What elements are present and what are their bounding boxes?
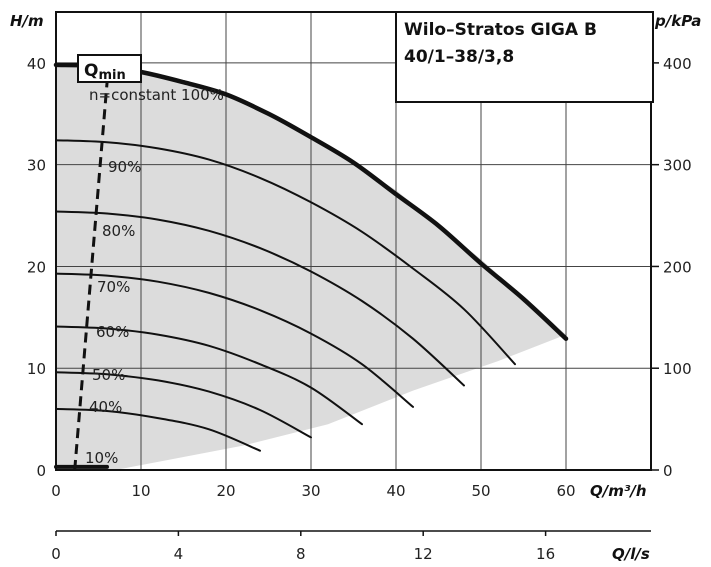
y2-tick-label: 400 <box>663 55 692 73</box>
curve-60 <box>55 325 363 426</box>
curve-label-70: 70% <box>97 278 130 296</box>
plot-border <box>55 11 652 471</box>
x-tick-label: 30 <box>301 482 320 500</box>
x-tick-label: 20 <box>216 482 235 500</box>
x2-tick-label: 0 <box>51 545 61 563</box>
curve-70 <box>55 272 414 408</box>
curve-labels: n=constant 100% 90% 80% 70% 60% 50% 40% 10% <box>85 86 224 467</box>
x-tick-label: 10 <box>131 482 150 500</box>
qmin-sub: min <box>98 68 125 83</box>
y2-tick-label: 100 <box>663 360 692 378</box>
y2-tick-label: 0 <box>663 462 673 480</box>
x-tick-label: 40 <box>386 482 405 500</box>
y-tick-label: 10 <box>27 360 46 378</box>
plot-frame <box>55 11 652 471</box>
curve-label-90: 90% <box>108 158 141 176</box>
y2-tick-label: 200 <box>663 258 692 276</box>
qmin-label-box <box>77 54 142 83</box>
y-axis-title: H/m <box>10 12 44 30</box>
qmin-line <box>73 62 111 471</box>
x2-tick-label: 12 <box>414 545 433 563</box>
x-tick-label: 50 <box>471 482 490 500</box>
curve-40 <box>55 407 261 452</box>
x2-tick-label: 8 <box>296 545 306 563</box>
qmin-q: Q <box>84 61 98 81</box>
title-box: Wilo–Stratos GIGA B 40/1–38/3,8 <box>395 11 654 103</box>
qmin-label-text: Qmin <box>84 61 126 83</box>
curve-label-10: 10% <box>85 449 118 467</box>
curve-label-60: 60% <box>96 323 129 341</box>
curve-80 <box>55 210 465 387</box>
y-tick-label: 0 <box>36 462 46 480</box>
x2-axis-title: Q/l/s <box>612 545 650 563</box>
secondary-x-axis: 0 4 8 12 16 <box>51 530 651 563</box>
curve-90 <box>55 139 516 366</box>
y2-axis-title: p/kPa <box>654 12 701 30</box>
title-box-frame <box>395 11 654 103</box>
y2-tick-label: 300 <box>663 157 692 175</box>
chart-title-line-1: Wilo–Stratos GIGA B <box>404 20 597 40</box>
y-tick-label: 30 <box>27 157 46 175</box>
curve-50 <box>55 371 312 439</box>
y-tick-label: 20 <box>27 258 46 276</box>
curve-label-50: 50% <box>92 366 125 384</box>
x-tick-label: 0 <box>51 482 61 500</box>
curve-label-80: 80% <box>102 222 135 240</box>
x2-tick-label: 16 <box>536 545 555 563</box>
chart-title-line-2: 40/1–38/3,8 <box>404 47 514 67</box>
qmin-label: Qmin <box>77 54 142 83</box>
curve-label-nconstant100: n=constant 100% <box>89 86 224 104</box>
curve-label-40: 40% <box>89 398 122 416</box>
x-tick-label: 60 <box>556 482 575 500</box>
y-tick-label: 40 <box>27 55 46 73</box>
x-axis-title: Q/m³/h <box>590 482 647 500</box>
x2-tick-label: 4 <box>174 545 184 563</box>
